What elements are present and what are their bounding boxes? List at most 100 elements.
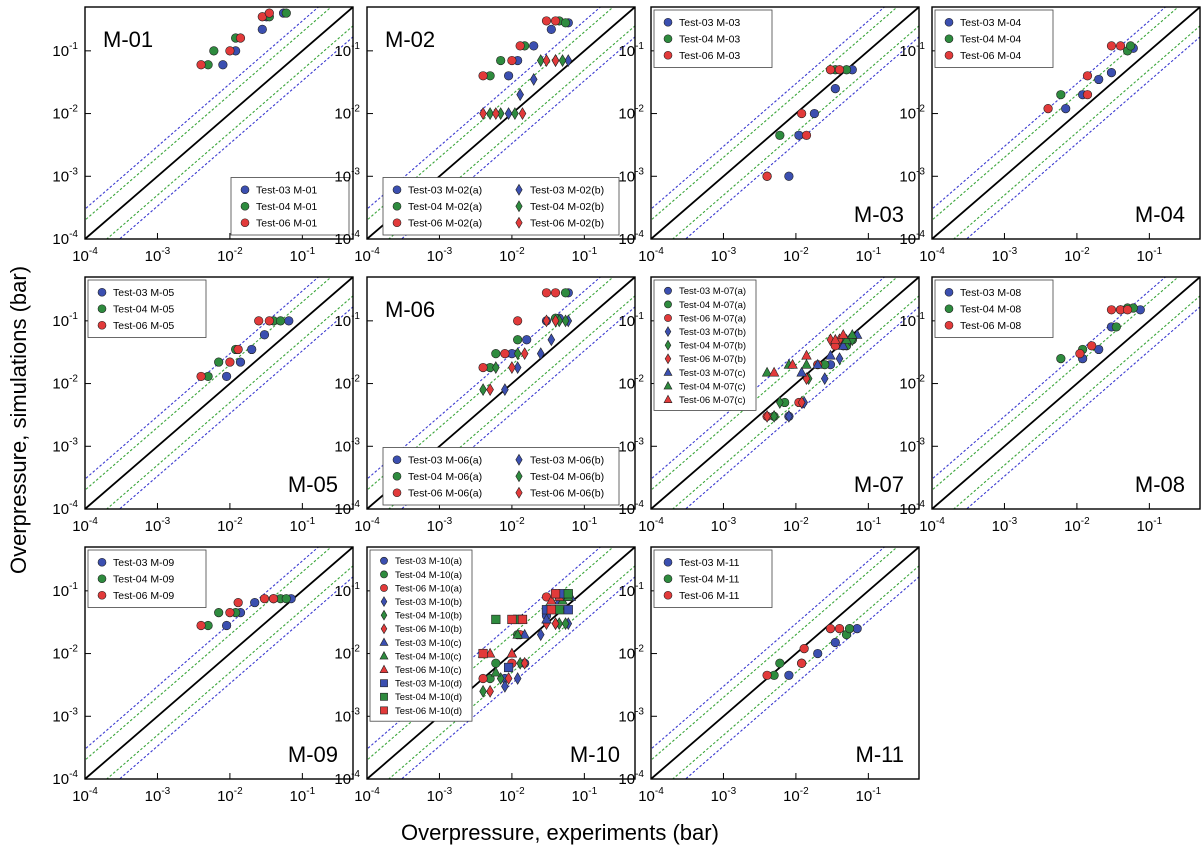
data-point	[550, 16, 561, 26]
identity-line	[651, 7, 919, 239]
data-point	[284, 316, 294, 326]
legend-marker	[663, 590, 673, 600]
panel-title: M-05	[288, 472, 338, 497]
data-point	[506, 647, 518, 658]
lower-factor-2-line	[387, 295, 635, 509]
legend-label: Test-06 M-01	[256, 218, 317, 230]
data-point	[513, 316, 523, 326]
data-point	[221, 620, 232, 631]
legend-marker	[664, 353, 672, 365]
lower-factor-2-line	[671, 295, 919, 509]
data-point	[519, 628, 530, 639]
legend-label: Test-03 M-10(d)	[395, 679, 462, 690]
lower-factor-3-line	[400, 306, 635, 509]
data-point	[214, 357, 224, 367]
data-point	[529, 41, 539, 51]
y-tick-label: 10-2	[334, 104, 360, 123]
x-tick-label: 10-2	[217, 516, 243, 535]
data-point	[511, 107, 519, 120]
data-point	[547, 333, 556, 347]
legend-marker	[97, 304, 107, 314]
data-point	[264, 8, 274, 18]
y-tick-label: 10-1	[618, 581, 644, 600]
y-tick-label: 10-1	[334, 41, 360, 60]
legend-marker	[380, 679, 388, 688]
x-tick-label: 10-3	[711, 516, 737, 535]
legend-label: Test-04 M-08	[960, 304, 1021, 316]
data-point	[275, 316, 286, 326]
x-tick-label: 10-2	[783, 786, 809, 805]
legend-label: Test-04 M-09	[113, 574, 174, 586]
data-point	[541, 613, 552, 624]
y-tick-label: 10-4	[899, 229, 925, 248]
data-point	[479, 684, 487, 698]
y-tick-label: 10-2	[618, 104, 644, 123]
legend-marker	[380, 706, 388, 715]
data-point	[844, 624, 855, 634]
x-tick-label: 10-1	[290, 516, 316, 535]
data-point	[196, 60, 206, 70]
data-point	[478, 362, 488, 373]
y-tick-label: 10-3	[52, 706, 78, 725]
y-tick-label: 10-2	[618, 644, 644, 663]
legend-label: Test-04 M-02(a)	[408, 201, 482, 213]
data-point	[516, 88, 524, 102]
legend-marker	[240, 218, 250, 228]
panel-m-02: 10-410-4 10-3 10-3 10-2 10-2 10-1 10-1 M-02 Test…	[334, 6, 636, 265]
data-point	[797, 396, 806, 409]
y-tick-label: 10-2	[52, 374, 78, 393]
identity-line	[932, 7, 1200, 239]
data-points	[1056, 303, 1145, 364]
legend-marker	[663, 574, 673, 584]
data-point	[501, 383, 509, 397]
panel-title: M-01	[103, 27, 153, 52]
legend-label: Test-06 M-03	[679, 50, 740, 62]
data-point	[563, 605, 573, 615]
data-point	[813, 648, 823, 659]
data-point	[1061, 103, 1071, 114]
data-point	[529, 73, 538, 86]
legend-marker	[379, 664, 389, 673]
data-point	[500, 349, 510, 359]
upper-factor-3-line	[367, 277, 602, 480]
data-point	[281, 594, 291, 604]
data-point	[1082, 90, 1093, 100]
y-tick-label: 10-1	[52, 581, 78, 600]
legend: Test-03 M-06(a) Test-04 M-06(a) Test-06 M-…	[382, 447, 620, 506]
data-point	[799, 643, 809, 654]
legend-label: Test-03 M-01	[256, 185, 317, 197]
legend-label: Test-03 M-07(a)	[679, 286, 746, 297]
data-point	[835, 352, 844, 365]
data-point	[812, 358, 823, 369]
x-tick-label: 10-3	[145, 516, 171, 535]
reference-lines	[932, 277, 1200, 509]
legend: Test-03 M-03 Test-04 M-03 Test-06 M-03	[653, 9, 773, 68]
data-point	[541, 288, 552, 298]
legend-box	[382, 447, 620, 506]
panel-m-03: 10-410-4 10-3 10-3 10-2 10-2 10-1 10-1 M-03 Test…	[618, 6, 920, 265]
data-point	[784, 670, 794, 680]
data-point	[546, 605, 556, 615]
data-points	[1043, 41, 1138, 114]
x-tick-label: 10-3	[711, 786, 737, 805]
x-tick-label: 10-2	[217, 246, 243, 265]
legend-label: Test-03 M-06(b)	[530, 455, 604, 467]
data-point	[513, 335, 523, 345]
lower-factor-3-line	[684, 306, 919, 509]
data-point	[221, 371, 232, 382]
x-tick-label: 10-2	[1064, 246, 1090, 265]
upper-factor-3-line	[651, 547, 886, 750]
y-tick-label: 10-1	[334, 581, 360, 600]
plot-frame	[84, 276, 354, 510]
x-tick-label: 10-4	[72, 246, 98, 265]
upper-factor-2-line	[85, 277, 333, 491]
legend-marker	[97, 590, 107, 600]
legend-label: Test-06 M-02(b)	[530, 218, 604, 230]
legend-label: Test-06 M-10(a)	[395, 583, 462, 594]
legend-marker	[240, 201, 250, 211]
legend-label: Test-03 M-05	[113, 287, 174, 299]
data-points	[196, 8, 291, 70]
data-point	[486, 107, 494, 120]
data-point	[1106, 305, 1117, 315]
plot-frame	[931, 6, 1201, 240]
